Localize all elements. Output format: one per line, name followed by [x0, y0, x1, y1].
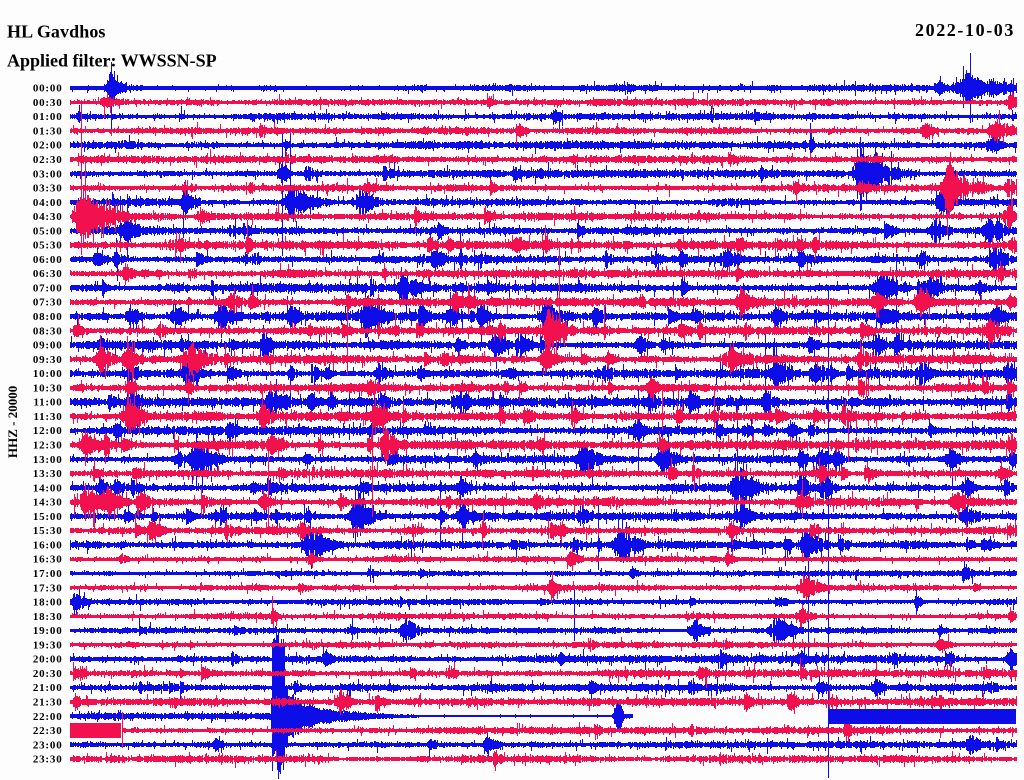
svg-text:07:30: 07:30: [33, 297, 63, 309]
svg-text:05:30: 05:30: [33, 240, 63, 252]
svg-text:01:00: 01:00: [33, 111, 63, 123]
svg-text:12:00: 12:00: [33, 425, 63, 437]
svg-text:HHZ - 20000: HHZ - 20000: [5, 386, 20, 458]
svg-text:21:00: 21:00: [33, 682, 63, 694]
svg-text:11:00: 11:00: [33, 397, 62, 409]
svg-text:16:30: 16:30: [33, 554, 63, 566]
svg-text:19:30: 19:30: [33, 639, 63, 651]
svg-text:23:00: 23:00: [33, 739, 63, 751]
svg-text:02:00: 02:00: [33, 140, 63, 152]
svg-text:13:30: 13:30: [33, 468, 63, 480]
svg-text:19:00: 19:00: [33, 625, 63, 637]
svg-text:02:30: 02:30: [33, 154, 63, 166]
svg-text:01:30: 01:30: [33, 125, 63, 137]
svg-text:03:00: 03:00: [33, 168, 63, 180]
svg-text:18:00: 18:00: [33, 597, 63, 609]
svg-text:15:30: 15:30: [33, 525, 63, 537]
svg-text:2022-10-03: 2022-10-03: [915, 20, 1015, 40]
svg-text:09:00: 09:00: [33, 340, 63, 352]
svg-text:12:30: 12:30: [33, 440, 63, 452]
svg-text:17:30: 17:30: [33, 582, 63, 594]
svg-text:00:30: 00:30: [33, 97, 63, 109]
svg-text:04:30: 04:30: [33, 211, 63, 223]
svg-text:22:30: 22:30: [33, 725, 63, 737]
svg-text:13:00: 13:00: [33, 454, 63, 466]
svg-text:07:00: 07:00: [33, 283, 63, 295]
svg-text:Applied filter: WWSSN-SP: Applied filter: WWSSN-SP: [7, 51, 217, 71]
svg-text:08:00: 08:00: [33, 311, 63, 323]
svg-text:10:00: 10:00: [33, 368, 63, 380]
svg-text:09:30: 09:30: [33, 354, 63, 366]
svg-text:06:00: 06:00: [33, 254, 63, 266]
svg-text:21:30: 21:30: [33, 697, 63, 709]
svg-text:00:00: 00:00: [33, 83, 63, 95]
svg-text:03:30: 03:30: [33, 183, 63, 195]
svg-text:17:00: 17:00: [33, 568, 63, 580]
svg-text:11:30: 11:30: [33, 411, 62, 423]
svg-text:14:30: 14:30: [33, 497, 63, 509]
svg-text:22:00: 22:00: [33, 711, 63, 723]
svg-text:14:00: 14:00: [33, 482, 63, 494]
svg-text:08:30: 08:30: [33, 325, 63, 337]
svg-text:16:00: 16:00: [33, 540, 63, 552]
svg-text:20:30: 20:30: [33, 668, 63, 680]
svg-text:05:00: 05:00: [33, 225, 63, 237]
svg-text:20:00: 20:00: [33, 654, 63, 666]
svg-text:HL Gavdhos: HL Gavdhos: [7, 22, 106, 42]
svg-text:18:30: 18:30: [33, 611, 63, 623]
svg-text:10:30: 10:30: [33, 382, 63, 394]
svg-text:04:00: 04:00: [33, 197, 63, 209]
svg-text:23:30: 23:30: [33, 754, 63, 766]
svg-text:06:30: 06:30: [33, 268, 63, 280]
svg-text:15:00: 15:00: [33, 511, 63, 523]
